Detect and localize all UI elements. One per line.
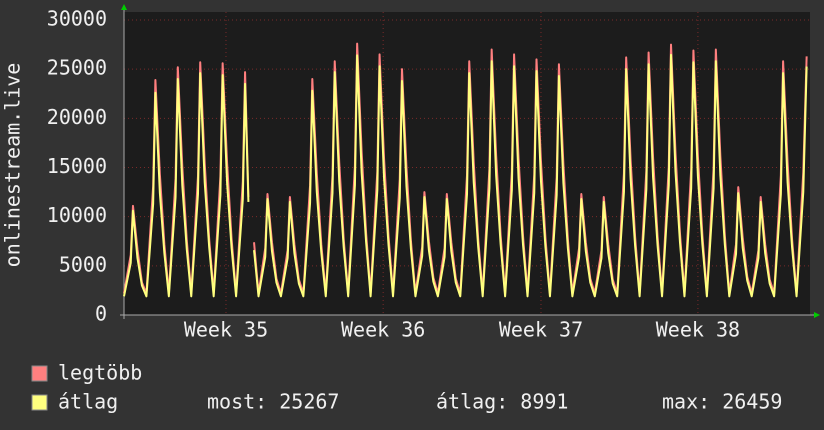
y-tick-label: 20000 [47, 105, 107, 129]
series-line [123, 53, 808, 298]
axis-arrow [121, 4, 127, 10]
y-tick-label: 15000 [47, 154, 107, 178]
y-tick-label: 25000 [47, 56, 107, 80]
legend-swatch [31, 394, 48, 411]
legend-stat: átlag: 8991 [436, 390, 568, 414]
legend-label: átlag [58, 390, 118, 414]
x-tick-label: Week 37 [499, 318, 583, 342]
y-axis-label: onlinestream.live [1, 63, 25, 268]
x-tick-label: Week 38 [656, 318, 740, 342]
legend-stat: most: 25267 [207, 390, 339, 414]
legend-stat: max: 26459 [662, 390, 782, 414]
y-tick-label: 10000 [47, 203, 107, 227]
y-tick-label: 30000 [47, 7, 107, 31]
y-tick-label: 5000 [59, 252, 107, 276]
legend-label: legtöbb [58, 361, 142, 385]
legend-swatch [31, 365, 48, 382]
x-tick-label: Week 35 [184, 318, 268, 342]
y-tick-label: 0 [95, 302, 107, 326]
axis-arrow [814, 312, 820, 318]
x-tick-label: Week 36 [341, 318, 425, 342]
